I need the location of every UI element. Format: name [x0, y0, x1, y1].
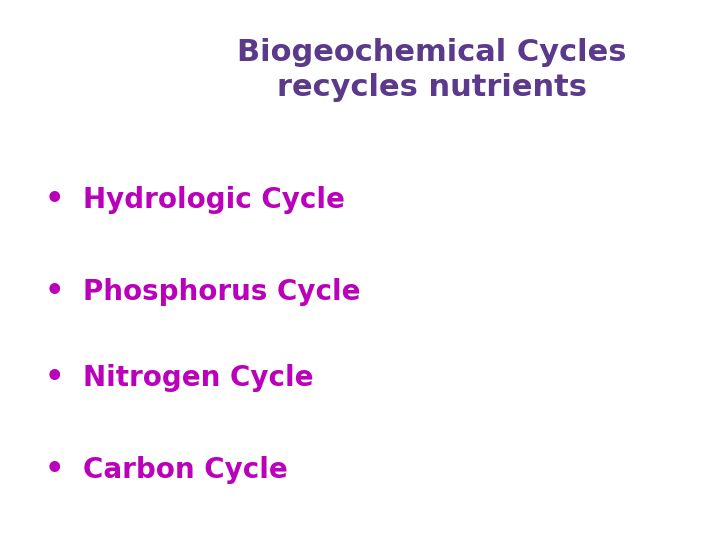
Text: Phosphorus Cycle: Phosphorus Cycle	[83, 278, 360, 306]
Text: •: •	[44, 363, 64, 393]
Text: Carbon Cycle: Carbon Cycle	[83, 456, 287, 484]
Text: Biogeochemical Cycles
recycles nutrients: Biogeochemical Cycles recycles nutrients	[238, 38, 626, 102]
Text: •: •	[44, 455, 64, 484]
Text: Nitrogen Cycle: Nitrogen Cycle	[83, 364, 313, 392]
Text: •: •	[44, 277, 64, 306]
Text: •: •	[44, 185, 64, 214]
Text: Hydrologic Cycle: Hydrologic Cycle	[83, 186, 345, 214]
